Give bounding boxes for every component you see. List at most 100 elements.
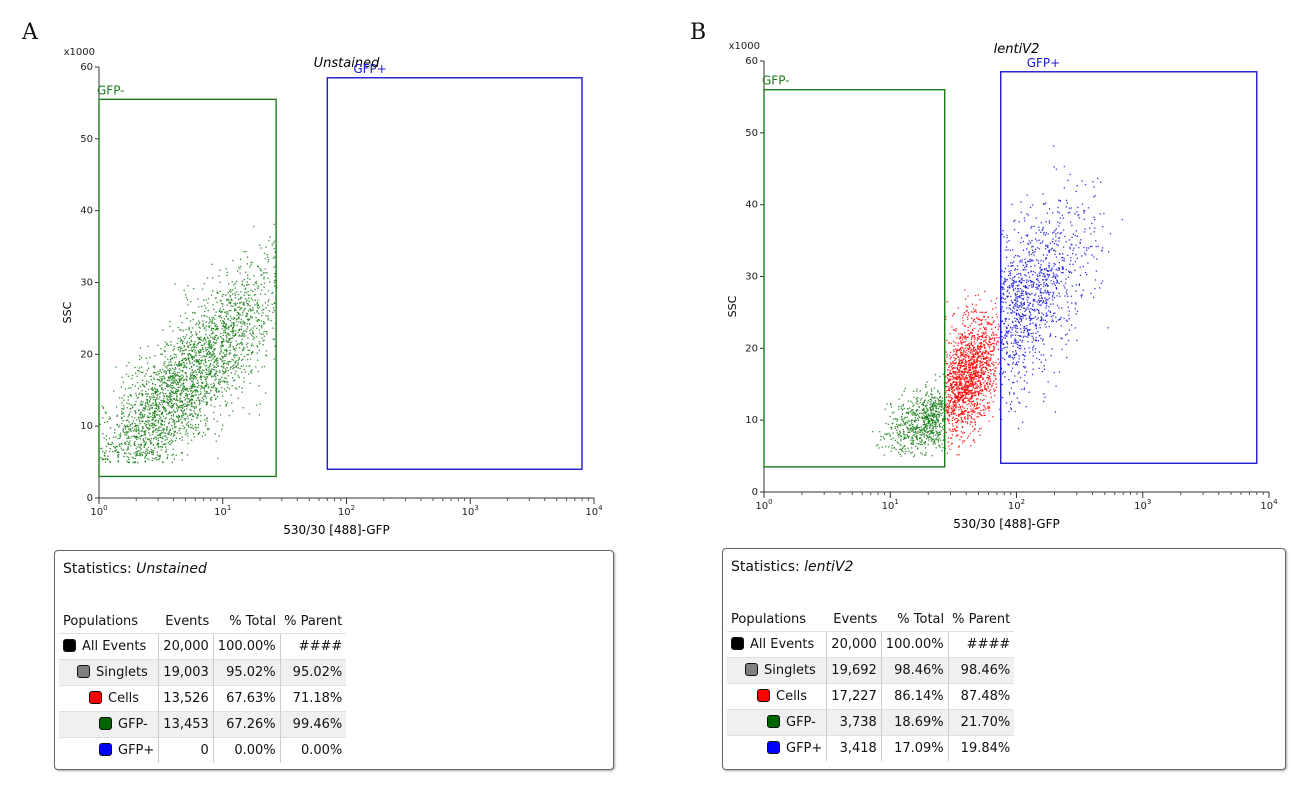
event-point-gfpneg xyxy=(192,385,194,388)
event-point-gfpneg xyxy=(216,325,219,328)
event-point-cells xyxy=(945,410,947,412)
event-point-gfpneg xyxy=(148,388,150,391)
event-point-gfpneg xyxy=(920,429,922,431)
event-point-gfpneg xyxy=(178,363,180,365)
event-point-gfpneg xyxy=(199,351,202,353)
event-point-gfpneg xyxy=(210,389,212,391)
event-point-gfpneg xyxy=(242,348,244,350)
event-point-gfpneg xyxy=(185,424,188,426)
event-point-cells xyxy=(958,379,961,381)
event-point-gfpneg xyxy=(163,443,165,445)
event-point-gfpneg xyxy=(217,292,219,294)
event-point-gfpneg xyxy=(259,267,261,270)
event-point-cells xyxy=(951,437,953,439)
event-point-gfpneg xyxy=(204,393,206,395)
event-point-gfpneg xyxy=(160,422,162,424)
y-tick-label: 40 xyxy=(80,206,93,217)
event-point-gfpneg xyxy=(113,436,115,438)
event-point-cells xyxy=(998,362,1001,364)
event-point-gfpneg xyxy=(139,392,141,394)
event-point-cells xyxy=(961,354,963,356)
event-point-gfpneg xyxy=(272,338,274,340)
event-point-gfpneg xyxy=(205,397,207,399)
event-point-gfpneg xyxy=(171,442,173,444)
event-point-gfpneg xyxy=(221,360,223,362)
event-point-gfpneg xyxy=(214,373,216,375)
event-point-gfpneg xyxy=(209,392,211,394)
event-point-gfpneg xyxy=(177,407,180,409)
event-point-gfpneg xyxy=(170,433,173,435)
event-point-gfpneg xyxy=(174,283,176,285)
stats-panel-unstained: Statistics: Unstained Populations Events%… xyxy=(54,550,614,770)
event-point-gfpneg xyxy=(222,371,225,373)
event-point-gfpneg xyxy=(157,430,159,432)
event-point-cells xyxy=(967,392,969,394)
event-point-gfpneg xyxy=(206,373,208,375)
event-point-cells xyxy=(980,358,983,360)
event-point-cells xyxy=(947,388,950,390)
event-point-gfpneg xyxy=(222,367,224,369)
event-point-gfpneg xyxy=(912,437,914,439)
event-point-gfpneg xyxy=(928,424,931,427)
event-point-gfpneg xyxy=(217,381,220,383)
event-point-gfpneg xyxy=(252,345,254,347)
event-point-gfpneg xyxy=(242,323,244,325)
event-point-cells xyxy=(956,418,959,420)
event-point-gfpneg xyxy=(191,393,193,395)
event-point-cells xyxy=(956,378,959,381)
event-point-gfpneg xyxy=(208,360,210,362)
event-point-gfpneg xyxy=(169,400,171,403)
event-point-gfpneg xyxy=(938,423,940,425)
event-point-gfpneg xyxy=(252,351,254,354)
event-point-gfpneg xyxy=(924,441,927,443)
event-point-gfpneg xyxy=(265,350,268,352)
event-point-gfpneg xyxy=(135,424,137,427)
event-point-gfpneg xyxy=(229,320,232,322)
event-point-gfpneg xyxy=(232,380,235,382)
event-point-cells xyxy=(970,380,972,382)
event-point-gfpneg xyxy=(179,346,181,348)
event-point-cells xyxy=(983,316,986,318)
event-point-gfpneg xyxy=(144,443,146,445)
event-point-cells xyxy=(964,332,966,334)
event-point-gfpneg xyxy=(242,335,244,337)
event-point-cells xyxy=(977,318,979,321)
event-point-gfpneg xyxy=(930,393,932,395)
event-point-gfpneg xyxy=(255,404,258,406)
event-point-gfpneg xyxy=(157,390,159,392)
event-point-cells xyxy=(989,342,991,344)
parent-cell: 0.00% xyxy=(279,737,347,763)
event-point-gfpneg xyxy=(136,454,139,457)
event-point-gfpneg xyxy=(147,345,149,347)
event-point-cells xyxy=(961,394,963,397)
event-point-gfpneg xyxy=(258,325,261,327)
event-point-cells xyxy=(978,394,980,396)
event-point-cells xyxy=(986,321,988,323)
event-point-gfpneg xyxy=(184,294,187,296)
event-point-gfpneg xyxy=(198,352,200,354)
event-point-gfpneg xyxy=(211,355,213,357)
event-point-gfpneg xyxy=(221,376,223,378)
event-point-gfpneg xyxy=(264,392,267,394)
event-point-gfpneg xyxy=(124,442,126,444)
event-point-gfpneg xyxy=(239,309,241,311)
event-point-cells xyxy=(986,357,988,359)
event-point-cells xyxy=(988,359,990,361)
event-point-cells xyxy=(973,428,976,430)
event-point-gfpneg xyxy=(204,376,206,378)
event-point-gfpneg xyxy=(899,453,902,455)
event-point-gfpneg xyxy=(921,403,923,406)
event-point-cells xyxy=(984,380,986,382)
event-point-cells xyxy=(978,371,980,374)
events-cell: 0 xyxy=(158,737,214,763)
event-point-cells xyxy=(971,421,973,423)
event-point-gfpneg xyxy=(225,349,227,352)
event-point-cells xyxy=(952,360,954,362)
event-point-gfpneg xyxy=(236,291,238,293)
event-point-cells xyxy=(983,333,985,335)
event-point-gfpneg xyxy=(167,389,169,392)
event-point-cells xyxy=(973,405,976,407)
event-point-cells xyxy=(980,384,983,386)
event-point-gfpneg xyxy=(919,430,922,432)
event-point-gfpneg xyxy=(230,325,232,327)
